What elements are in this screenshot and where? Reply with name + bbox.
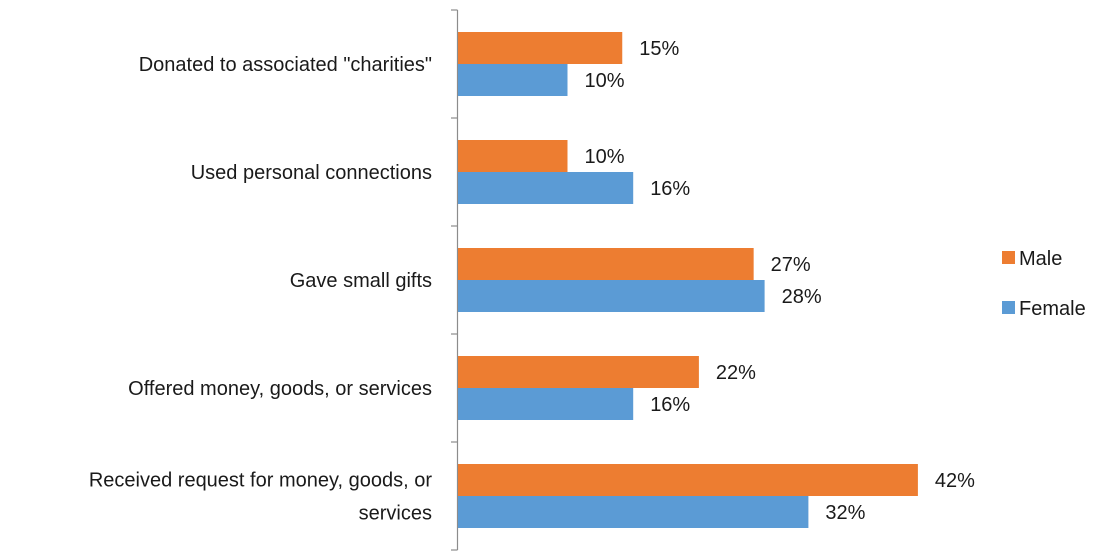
bar-female (458, 496, 809, 528)
data-label-female: 32% (825, 502, 865, 524)
category-label-line: Donated to associated "charities" (139, 54, 432, 76)
data-label-female: 16% (650, 178, 690, 200)
category-label: Gave small gifts (290, 270, 432, 292)
bar-male (458, 356, 699, 388)
category-axis (451, 9, 459, 551)
category-label: Offered money, goods, or services (128, 378, 432, 400)
legend-label-female: Female (1019, 298, 1086, 320)
data-label-male: 22% (716, 362, 756, 384)
category-label-line: Offered money, goods, or services (128, 378, 432, 400)
bar-male (458, 32, 623, 64)
category-label-line: services (359, 503, 432, 525)
legend-swatch-male (1002, 251, 1015, 264)
bar-female (458, 64, 568, 96)
data-label-male: 42% (935, 470, 975, 492)
legend-swatch-female (1002, 301, 1015, 314)
data-label-male: 27% (771, 254, 811, 276)
category-label-line: Gave small gifts (290, 270, 432, 292)
bar-female (458, 280, 765, 312)
bar-female (458, 172, 634, 204)
data-label-female: 10% (585, 70, 625, 92)
bar-male (458, 248, 754, 280)
labels: Donated to associated "charities" 15% 10% U… (89, 38, 975, 525)
legend: Male Female (1002, 248, 1086, 320)
category-label-line: Used personal connections (191, 162, 432, 184)
category-label: Used personal connections (191, 162, 432, 184)
data-label-male: 10% (585, 146, 625, 168)
category-label: Donated to associated "charities" (139, 54, 432, 76)
data-label-female: 16% (650, 394, 690, 416)
bar-male (458, 464, 918, 496)
data-label-female: 28% (782, 286, 822, 308)
category-label-line: Received request for money, goods, or (89, 470, 432, 492)
legend-label-male: Male (1019, 248, 1062, 270)
bar-female (458, 388, 634, 420)
bar-male (458, 140, 568, 172)
bars (458, 32, 918, 528)
data-label-male: 15% (639, 38, 679, 60)
category-label: Received request for money, goods, or ser… (89, 470, 432, 525)
